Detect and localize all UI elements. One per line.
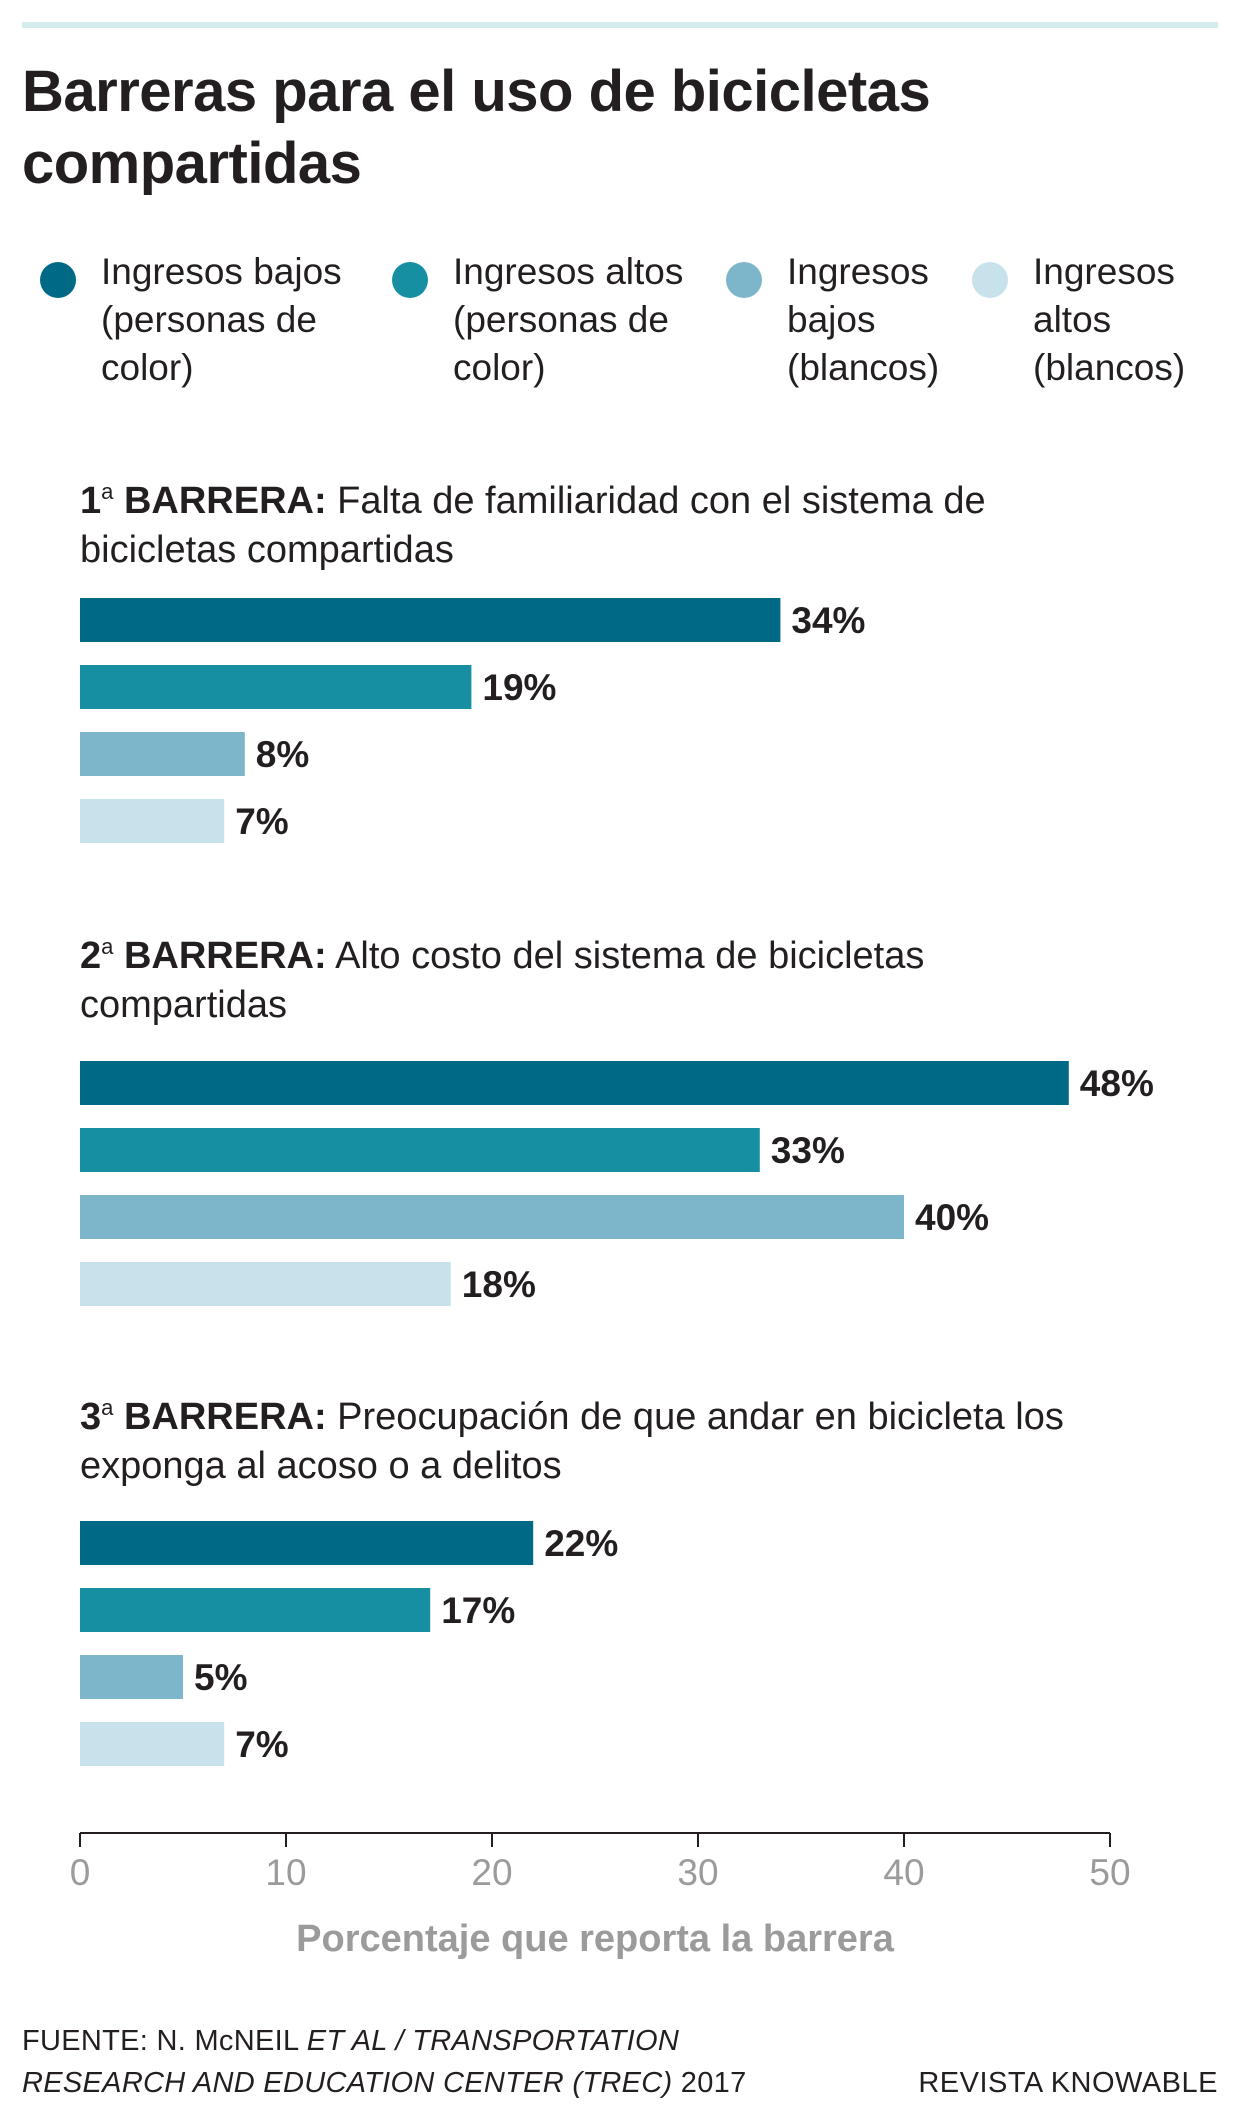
bar-barrier-2-series-2 <box>80 1128 760 1172</box>
barrier-ordinal: a <box>101 934 114 959</box>
bar-barrier-1-series-4 <box>80 799 225 843</box>
bar-value-label: 22% <box>544 1523 618 1564</box>
barrier-ordinal: a <box>101 479 114 504</box>
x-tick-label: 10 <box>265 1852 306 1893</box>
barrier-label: BARRERA: <box>123 480 327 522</box>
barrier-number: 1 <box>80 480 102 522</box>
barrier-heading-3: 3a BARRERA: Preocupación de que andar en… <box>80 1393 1140 1491</box>
x-tick-label: 30 <box>677 1852 718 1893</box>
credit: REVISTA KNOWABLE <box>918 2067 1218 2099</box>
legend-swatch <box>726 262 762 298</box>
barrier-heading-1: 1a BARRERA: Falta de familiaridad con el… <box>80 477 1140 575</box>
x-tick-label: 50 <box>1089 1852 1130 1893</box>
barrier-label: BARRERA: <box>123 1396 327 1438</box>
bar-barrier-3-series-4 <box>80 1722 225 1766</box>
x-tick-label: 20 <box>471 1852 512 1893</box>
legend-label: Ingresos bajos (blancos) <box>787 251 940 388</box>
x-tick-label: 40 <box>883 1852 924 1893</box>
legend-label: Ingresos altos (blancos) <box>1033 251 1186 388</box>
bar-value-label: 7% <box>235 801 288 842</box>
barrier-text: Falta de familiaridad con el sistema de … <box>80 480 986 571</box>
barrier-heading-2: 2a BARRERA: Alto costo del sistema de bi… <box>80 932 1140 1030</box>
barrier-number: 2 <box>80 935 102 977</box>
bar-barrier-1-series-3 <box>80 732 245 776</box>
bar-value-label: 5% <box>194 1657 247 1698</box>
bar-barrier-2-series-4 <box>80 1262 451 1306</box>
source-prefix: FUENTE: N. McNEIL <box>22 2025 307 2057</box>
bar-barrier-2-series-1 <box>80 1061 1069 1105</box>
bar-barrier-3-series-1 <box>80 1521 534 1565</box>
legend-swatch <box>392 262 428 298</box>
source-year: 2017 <box>672 2067 747 2099</box>
bar-value-label: 33% <box>771 1130 845 1171</box>
legend-swatch <box>40 262 76 298</box>
bar-value-label: 40% <box>915 1197 989 1238</box>
top-rule <box>22 22 1218 28</box>
legend: Ingresos bajos (personas de color) Ingre… <box>40 248 1230 398</box>
bar-value-label: 19% <box>482 667 556 708</box>
bar-barrier-1-series-2 <box>80 665 472 709</box>
barrier-text: Preocupación de que andar en bicicleta l… <box>80 1396 1064 1487</box>
barrier-number: 3 <box>80 1396 102 1438</box>
bar-value-label: 17% <box>441 1590 515 1631</box>
bar-value-label: 8% <box>256 734 309 775</box>
bar-barrier-3-series-3 <box>80 1655 183 1699</box>
source-note: FUENTE: N. McNEIL ET AL / TRANSPORTATION… <box>22 2020 802 2104</box>
bar-barrier-1-series-1 <box>80 598 781 642</box>
bar-value-label: 7% <box>235 1724 288 1765</box>
source-italic-1: ET AL / TRANSPORTATION <box>306 2025 680 2057</box>
barrier-ordinal: a <box>101 1395 114 1420</box>
bar-value-label: 48% <box>1080 1063 1154 1104</box>
legend-label: Ingresos bajos (personas de color) <box>101 251 342 388</box>
chart-title: Barreras para el uso de bicicletas compa… <box>22 59 931 196</box>
bar-value-label: 18% <box>462 1264 536 1305</box>
bar-value-label: 34% <box>791 600 865 641</box>
bar-barrier-2-series-3 <box>80 1195 904 1239</box>
x-tick-label: 0 <box>70 1852 91 1893</box>
barrier-text: Alto costo del sistema de bicicletas com… <box>80 935 925 1026</box>
source-italic-2: RESEARCH AND EDUCATION CENTER (TREC) <box>22 2067 673 2099</box>
bar-barrier-3-series-2 <box>80 1588 431 1632</box>
barrier-label: BARRERA: <box>123 935 327 977</box>
x-axis-title: Porcentaje que reporta la barrera <box>296 1918 894 1960</box>
legend-swatch <box>972 262 1008 298</box>
legend-label: Ingresos altos (personas de color) <box>453 251 684 388</box>
